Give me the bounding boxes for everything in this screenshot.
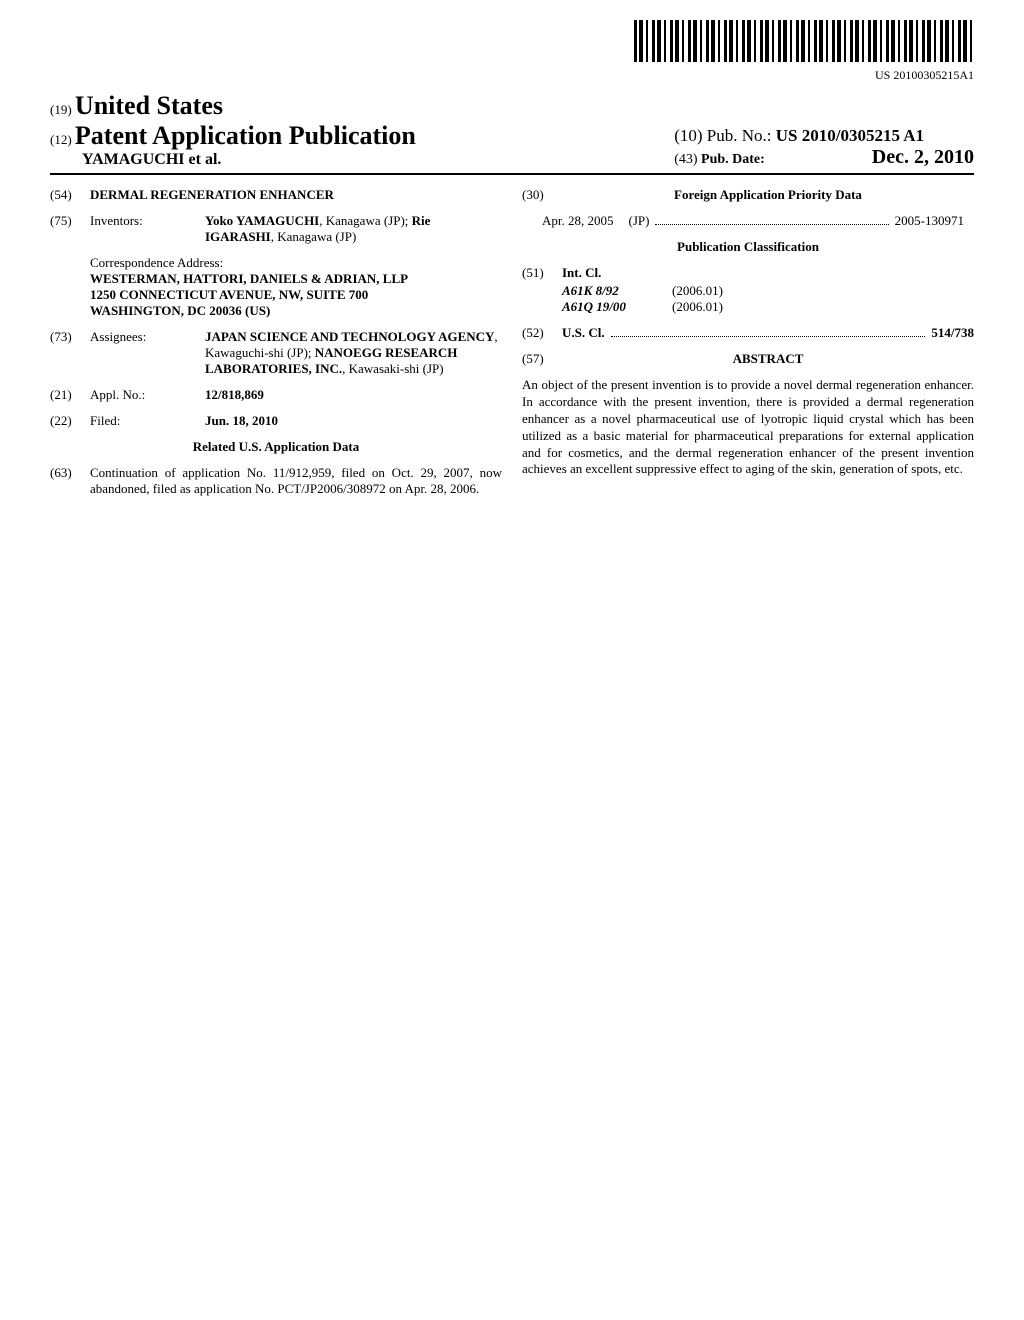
filed-row: (22) Filed: Jun. 18, 2010 [50,413,502,429]
related-heading: Related U.S. Application Data [50,439,502,455]
abstract-label: ABSTRACT [562,351,974,367]
assignee1: JAPAN SCIENCE AND TECHNOLOGY AGENCY [205,329,494,344]
appl-code: (21) [50,387,90,403]
inventor1-loc: , Kanagawa (JP); [319,213,411,228]
intcl-row: (51) Int. Cl. [522,265,974,281]
intcl-1: A61K 8/92 [562,283,672,299]
dotted-leader-2 [611,321,926,337]
uscl-label: U.S. Cl. [562,325,605,341]
main-columns: (54) DERMAL REGENERATION ENHANCER (75) I… [50,187,974,507]
barcode-graphic [634,20,974,62]
corr-label: Correspondence Address: [90,255,502,271]
intcl-label: Int. Cl. [562,265,974,281]
filed-code: (22) [50,413,90,429]
pub-date-code: (43) [674,152,697,167]
intcl-1-date: (2006.01) [672,283,723,299]
inventor1: Yoko YAMAGUCHI [205,213,319,228]
inventors-label: Inventors: [90,213,205,245]
intcl-2: A61Q 19/00 [562,299,672,315]
inventors-row: (75) Inventors: Yoko YAMAGUCHI, Kanagawa… [50,213,502,245]
country-code: (19) [50,102,72,117]
filed-date: Jun. 18, 2010 [205,413,502,429]
priority-row: Apr. 28, 2005 (JP) 2005-130971 [542,213,964,229]
foreign-date: Apr. 28, 2005 [542,213,614,229]
assignee2-loc: , Kawasaki-shi (JP) [342,361,443,376]
header-right: (10) Pub. No.: US 2010/0305215 A1 (43) P… [674,126,974,169]
abstract-heading-row: (57) ABSTRACT [522,351,974,367]
title: DERMAL REGENERATION ENHANCER [90,187,502,203]
uscl-val: 514/738 [931,325,974,341]
pub-type-code: (12) [50,132,72,147]
filed-label: Filed: [90,413,205,429]
barcode-text: US 20100305215A1 [50,68,974,83]
pub-class-heading: Publication Classification [522,239,974,255]
header-left: (19) United States (12) Patent Applicati… [50,91,416,169]
country: United States [75,91,223,120]
intcl-2-date: (2006.01) [672,299,723,315]
assignees-code: (73) [50,329,90,377]
appl-no: 12/818,869 [205,387,502,403]
left-column: (54) DERMAL REGENERATION ENHANCER (75) I… [50,187,502,507]
foreign-heading: Foreign Application Priority Data [562,187,974,203]
foreign-code: (30) [522,187,562,203]
cont-text: Continuation of application No. 11/912,9… [90,465,502,497]
assignees-label: Assignees: [90,329,205,377]
continuation-row: (63) Continuation of application No. 11/… [50,465,502,497]
dotted-leader [655,209,888,225]
appl-row: (21) Appl. No.: 12/818,869 [50,387,502,403]
abstract-text: An object of the present invention is to… [522,377,974,478]
uscl-row: (52) U.S. Cl. 514/738 [522,325,974,341]
pub-no-code: (10) [674,126,702,145]
uscl-code: (52) [522,325,562,341]
pub-no: US 2010/0305215 A1 [776,126,924,145]
intcl-1-row: A61K 8/92 (2006.01) [562,283,974,299]
abstract-code: (57) [522,351,562,367]
intcl-code: (51) [522,265,562,281]
corr-line3: WASHINGTON, DC 20036 (US) [90,303,502,319]
pub-date-label: Pub. Date: [701,152,765,167]
header: (19) United States (12) Patent Applicati… [50,91,974,175]
corr-line1: WESTERMAN, HATTORI, DANIELS & ADRIAN, LL… [90,271,502,287]
intcl-2-row: A61Q 19/00 (2006.01) [562,299,974,315]
inventors-header: YAMAGUCHI et al. [82,151,416,169]
appl-label: Appl. No.: [90,387,205,403]
title-row: (54) DERMAL REGENERATION ENHANCER [50,187,502,203]
foreign-no: 2005-130971 [895,213,964,229]
corr-line2: 1250 CONNECTICUT AVENUE, NW, SUITE 700 [90,287,502,303]
foreign-country: (JP) [629,213,650,229]
barcode-section: US 20100305215A1 [50,20,974,83]
pub-type: Patent Application Publication [75,121,416,150]
pub-no-label: Pub. No.: [707,126,772,145]
correspondence-address: Correspondence Address: WESTERMAN, HATTO… [90,255,502,319]
assignees-value: JAPAN SCIENCE AND TECHNOLOGY AGENCY , Kaw… [205,329,502,377]
foreign-row: (30) Foreign Application Priority Data [522,187,974,203]
inventor2-loc: , Kanagawa (JP) [271,229,357,244]
assignees-row: (73) Assignees: JAPAN SCIENCE AND TECHNO… [50,329,502,377]
inventors-code: (75) [50,213,90,245]
pub-date: Dec. 2, 2010 [872,146,974,168]
inventors-value: Yoko YAMAGUCHI, Kanagawa (JP); Rie IGARA… [205,213,502,245]
right-column: (30) Foreign Application Priority Data A… [522,187,974,507]
title-code: (54) [50,187,90,203]
cont-code: (63) [50,465,90,497]
